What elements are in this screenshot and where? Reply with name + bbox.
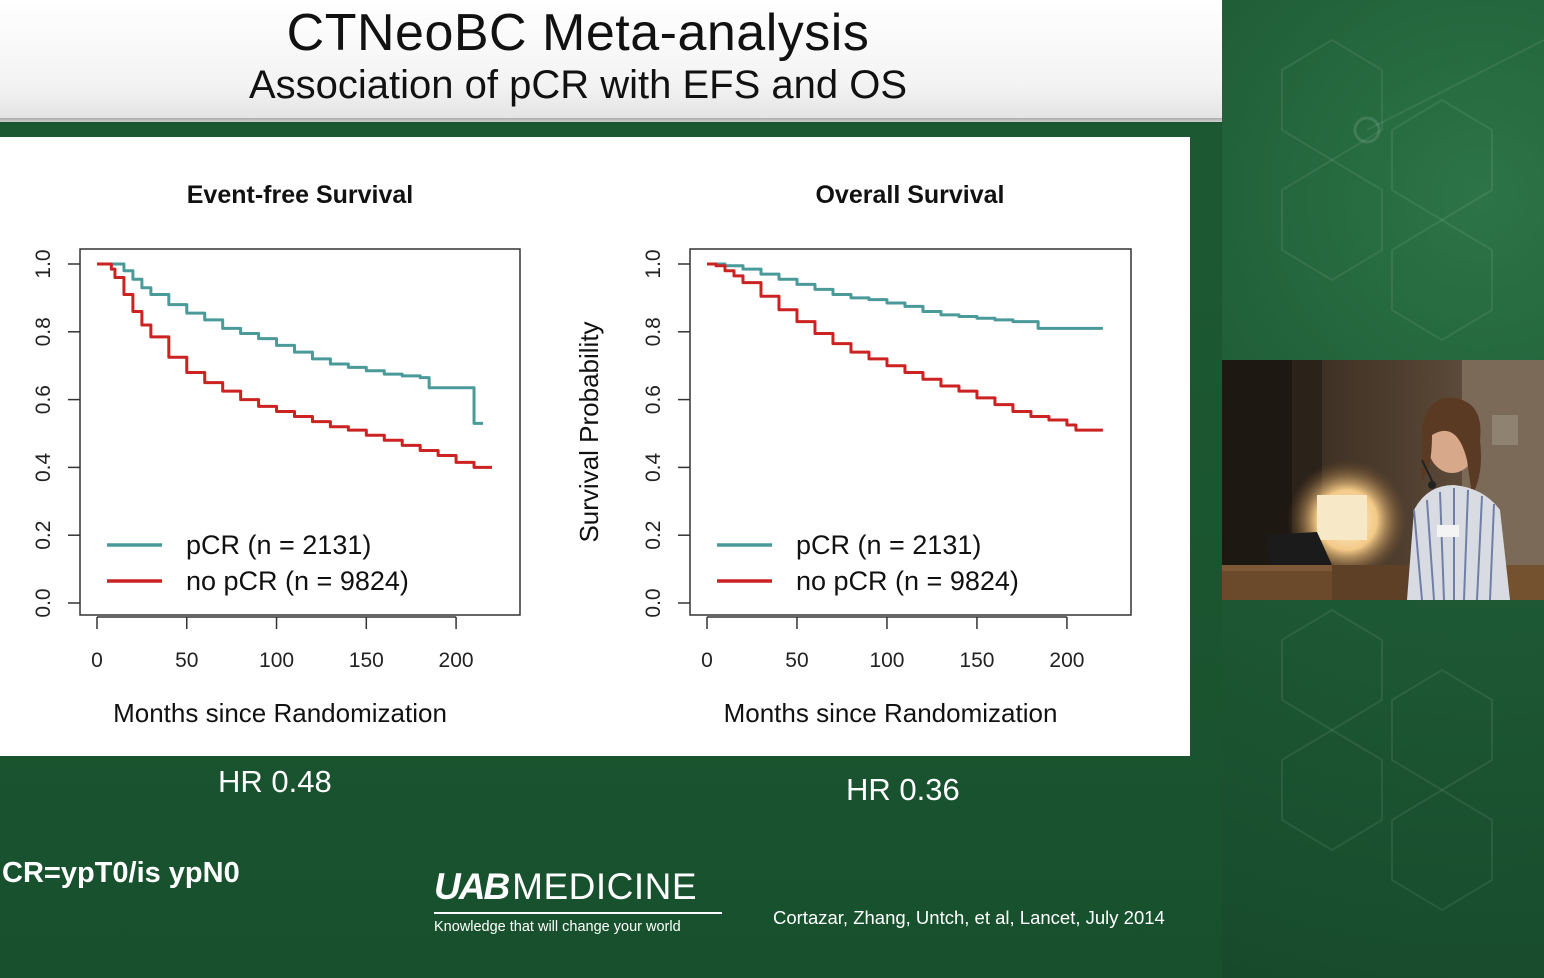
chart-panel: Event-free Survival 0.0 0.2 0.4 0.6 0.8 1.0 0 50… bbox=[0, 137, 1190, 756]
logo-divider bbox=[434, 912, 722, 914]
os-y-tick-label: 0.6 bbox=[642, 385, 665, 414]
os-y-tick-label: 1.0 bbox=[642, 249, 665, 278]
os-x-axis-label: Months since Randomization bbox=[724, 698, 1058, 728]
citation: Cortazar, Zhang, Untch, et al, Lancet, J… bbox=[773, 907, 1165, 928]
os-hazard-ratio: HR 0.36 bbox=[846, 772, 960, 807]
os-chart-title: Overall Survival bbox=[815, 181, 1004, 209]
os-y-axis-label: Survival Probability bbox=[574, 321, 604, 542]
efs-x-tick-label: 100 bbox=[259, 649, 294, 672]
efs-legend-label-no-pcr: no pCR (n = 9824) bbox=[186, 566, 409, 596]
os-x-tick-label: 50 bbox=[785, 649, 808, 672]
os-y-tick-label: 0.0 bbox=[642, 588, 665, 617]
efs-y-tick-label: 0.4 bbox=[32, 452, 55, 482]
efs-y-tick-label: 0.6 bbox=[32, 385, 55, 414]
pcr-definition: CR=ypT0/is ypN0 bbox=[2, 857, 240, 889]
efs-x-tick-label: 50 bbox=[175, 649, 198, 672]
slide-title-bar: CTNeoBC Meta-analysis Association of pCR… bbox=[0, 0, 1222, 122]
os-y-tick-label: 0.4 bbox=[642, 452, 665, 482]
efs-plot-frame bbox=[79, 248, 521, 616]
os-x-tick-label: 100 bbox=[869, 649, 904, 672]
survival-charts: Event-free Survival 0.0 0.2 0.4 0.6 0.8 1.0 0 50… bbox=[32, 181, 1132, 728]
os-x-tick-label: 200 bbox=[1049, 649, 1084, 672]
logo-tagline: Knowledge that will change your world bbox=[434, 919, 681, 935]
os-series-pcr-line bbox=[707, 262, 1103, 330]
efs-legend-label-pcr: pCR (n = 2131) bbox=[186, 530, 371, 560]
slide-title: CTNeoBC Meta-analysis bbox=[286, 4, 870, 62]
os-y-tick-label: 0.8 bbox=[642, 317, 665, 346]
efs-x-axis-label: Months since Randomization bbox=[113, 698, 447, 728]
speaker-video-feed bbox=[1222, 360, 1544, 600]
efs-chart-title: Event-free Survival bbox=[187, 181, 414, 209]
speaker-video-image bbox=[1222, 360, 1544, 600]
logo-mark: UAB bbox=[434, 866, 510, 907]
efs-x-tick-label: 0 bbox=[91, 649, 103, 672]
efs-series-no-pcr-line bbox=[97, 262, 492, 469]
os-y-tick-label: 0.2 bbox=[642, 521, 665, 550]
efs-x-tick-label: 200 bbox=[439, 649, 474, 672]
os-legend-label-no-pcr: no pCR (n = 9824) bbox=[796, 566, 1019, 596]
os-x-tick-label: 0 bbox=[701, 649, 713, 672]
efs-hazard-ratio: HR 0.48 bbox=[218, 764, 332, 799]
efs-y-tick-label: 0.0 bbox=[32, 588, 55, 617]
efs-x-tick-label: 150 bbox=[349, 649, 384, 672]
hexagon-pattern bbox=[1281, 38, 1544, 912]
uab-medicine-logo: UAB MEDICINE Knowledge that will change y… bbox=[434, 866, 724, 940]
efs-series-pcr-line bbox=[97, 262, 484, 425]
os-series-no-pcr-line bbox=[707, 262, 1103, 432]
slide-subtitle: Association of pCR with EFS and OS bbox=[248, 63, 908, 107]
efs-y-tick-label: 1.0 bbox=[32, 249, 55, 278]
os-x-tick-label: 150 bbox=[959, 649, 994, 672]
logo-name: MEDICINE bbox=[512, 866, 698, 907]
title-shadow bbox=[0, 118, 1222, 124]
os-legend-label-pcr: pCR (n = 2131) bbox=[796, 530, 981, 560]
logo-wordmark: UAB MEDICINE bbox=[434, 866, 697, 908]
efs-y-tick-label: 0.2 bbox=[32, 521, 55, 550]
efs-y-tick-label: 0.8 bbox=[32, 317, 55, 346]
os-plot-frame bbox=[689, 248, 1132, 616]
